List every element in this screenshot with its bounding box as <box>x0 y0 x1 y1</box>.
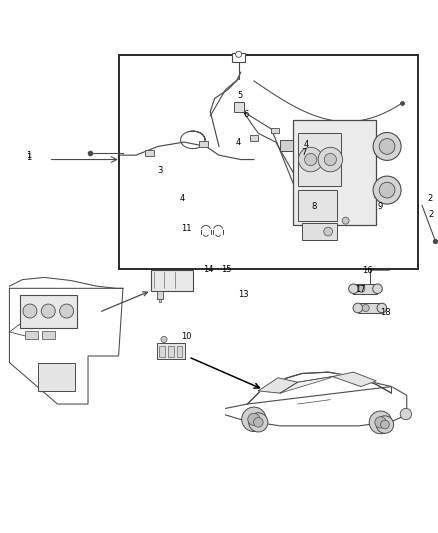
Circle shape <box>376 416 394 433</box>
Bar <box>297 133 341 185</box>
Bar <box>280 140 293 151</box>
Text: 13: 13 <box>239 289 249 298</box>
Text: 2: 2 <box>428 211 433 220</box>
Circle shape <box>358 285 365 292</box>
Circle shape <box>369 411 392 434</box>
Bar <box>293 120 376 225</box>
Polygon shape <box>247 372 392 404</box>
Polygon shape <box>10 288 123 404</box>
Circle shape <box>23 304 37 318</box>
Circle shape <box>373 176 401 204</box>
Text: 9: 9 <box>378 202 383 211</box>
Bar <box>168 346 173 357</box>
Text: 17: 17 <box>355 285 365 294</box>
Circle shape <box>377 303 387 313</box>
Circle shape <box>324 227 332 236</box>
Text: 15: 15 <box>221 265 231 274</box>
Circle shape <box>379 139 395 154</box>
Circle shape <box>41 304 55 318</box>
Polygon shape <box>332 372 376 386</box>
Bar <box>157 343 185 359</box>
Text: 16: 16 <box>362 266 373 276</box>
Circle shape <box>161 336 167 343</box>
Circle shape <box>236 51 242 58</box>
Bar <box>374 183 387 197</box>
Circle shape <box>342 217 349 224</box>
Text: 3: 3 <box>157 166 163 175</box>
Text: 11: 11 <box>181 224 191 233</box>
Bar <box>159 346 165 357</box>
Bar <box>159 299 161 302</box>
Bar <box>25 330 38 338</box>
Circle shape <box>373 133 401 160</box>
Circle shape <box>400 408 412 420</box>
Circle shape <box>304 154 317 166</box>
Circle shape <box>353 303 363 313</box>
Bar <box>151 270 193 290</box>
Circle shape <box>362 304 369 311</box>
Circle shape <box>375 417 386 428</box>
Bar <box>374 140 387 153</box>
Bar <box>232 53 245 62</box>
Text: 4: 4 <box>236 138 241 147</box>
Text: 7: 7 <box>301 148 307 157</box>
Bar <box>353 284 378 294</box>
Text: 18: 18 <box>380 308 390 317</box>
Circle shape <box>373 284 382 294</box>
Text: 8: 8 <box>311 202 317 211</box>
Circle shape <box>349 284 358 294</box>
Circle shape <box>379 182 395 198</box>
Polygon shape <box>258 378 297 393</box>
Text: 4: 4 <box>179 195 184 203</box>
Circle shape <box>242 407 266 432</box>
Bar <box>38 362 75 391</box>
Text: 5: 5 <box>237 91 243 100</box>
Circle shape <box>324 154 336 166</box>
Bar <box>199 141 208 147</box>
Circle shape <box>254 417 263 427</box>
Bar <box>145 150 153 156</box>
Circle shape <box>249 413 268 432</box>
Circle shape <box>60 304 74 318</box>
Bar <box>358 303 382 313</box>
Circle shape <box>318 147 343 172</box>
Text: 10: 10 <box>181 332 191 341</box>
Circle shape <box>298 147 323 172</box>
Bar <box>20 295 77 328</box>
Polygon shape <box>226 378 407 426</box>
Bar <box>272 128 279 133</box>
Text: 14: 14 <box>203 265 214 274</box>
Bar <box>234 102 244 111</box>
Text: 4: 4 <box>304 140 309 149</box>
Bar <box>297 190 337 221</box>
Bar <box>250 135 258 141</box>
Bar <box>157 292 163 299</box>
Circle shape <box>381 420 389 429</box>
Bar <box>302 223 337 240</box>
Bar <box>119 55 418 269</box>
Text: 2: 2 <box>427 195 433 203</box>
Text: 6: 6 <box>243 110 248 119</box>
Text: 1: 1 <box>26 151 32 160</box>
Polygon shape <box>280 376 332 393</box>
Bar <box>42 330 55 338</box>
Bar <box>177 346 182 357</box>
Circle shape <box>248 413 260 425</box>
Text: 1: 1 <box>26 153 32 162</box>
